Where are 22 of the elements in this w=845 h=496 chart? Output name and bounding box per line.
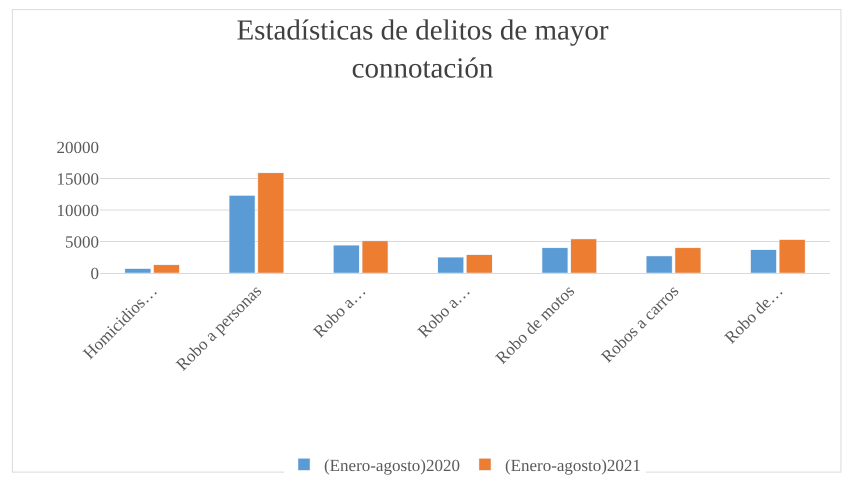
- bar: [570, 238, 597, 273]
- y-tick-label: 0: [90, 264, 99, 283]
- bar: [646, 256, 672, 273]
- legend-label: (Enero-agosto)2021: [504, 456, 641, 476]
- y-tick-label: 15000: [56, 169, 99, 188]
- bar: [542, 248, 568, 273]
- bar: [438, 257, 464, 273]
- bar: [779, 239, 806, 273]
- chart-title: Estadísticas de delitos de mayor connotación: [236, 14, 609, 84]
- y-tick-label: 10000: [56, 200, 99, 220]
- bar: [258, 172, 284, 273]
- legend-label: (Enero-agosto)2020: [324, 456, 460, 476]
- bar: [362, 240, 388, 273]
- y-tick-label: 5000: [65, 232, 99, 252]
- y-tick-label: 20000: [56, 138, 99, 157]
- bar: [750, 249, 777, 273]
- bar: [466, 254, 492, 273]
- bar: [124, 268, 151, 273]
- bar: [228, 195, 256, 273]
- bar: [333, 245, 360, 273]
- bar: [674, 248, 702, 273]
- bar: [153, 264, 180, 273]
